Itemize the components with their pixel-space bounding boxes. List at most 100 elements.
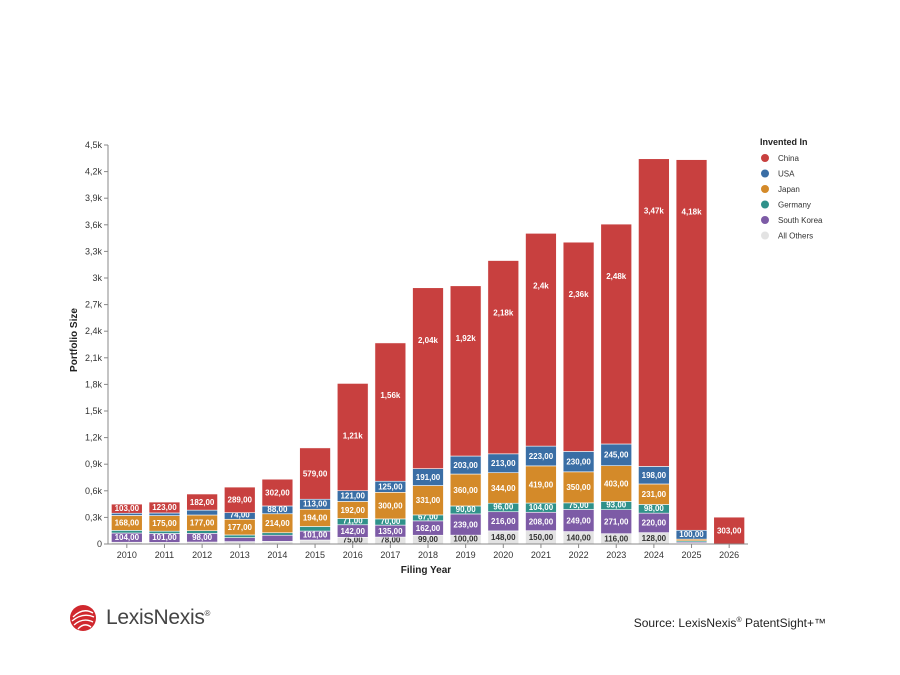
legend-title: Invented In bbox=[760, 137, 808, 147]
data-label: 220,00 bbox=[642, 519, 667, 528]
data-label: 121,00 bbox=[340, 492, 365, 501]
legend-label: Japan bbox=[778, 185, 800, 194]
data-label: 208,00 bbox=[529, 517, 554, 526]
data-label: 213,00 bbox=[491, 459, 516, 468]
legend-swatch bbox=[761, 200, 769, 209]
data-label: 116,00 bbox=[604, 534, 629, 543]
data-label: 2,18k bbox=[493, 309, 514, 318]
bar-segment bbox=[111, 530, 143, 534]
x-tick-label: 2013 bbox=[230, 550, 250, 560]
legend-swatch bbox=[761, 154, 769, 162]
data-label: 1,56k bbox=[380, 391, 401, 400]
x-tick-label: 2022 bbox=[569, 550, 589, 560]
data-label: 90,00 bbox=[456, 505, 477, 514]
y-tick-label: 0 bbox=[97, 539, 102, 549]
data-label: 300,00 bbox=[378, 501, 403, 510]
data-label: 249,00 bbox=[566, 516, 591, 525]
data-label: 142,00 bbox=[340, 527, 365, 536]
data-label: 175,00 bbox=[152, 519, 177, 528]
x-axis: 2010 2011 2012 2013 2014 2015 2016 2017 2018 2019… bbox=[108, 543, 748, 560]
data-label: 302,00 bbox=[265, 488, 290, 497]
y-tick-label: 0,9k bbox=[85, 459, 103, 469]
data-label: 100,00 bbox=[453, 535, 478, 544]
y-tick-label: 2,7k bbox=[85, 300, 103, 310]
y-tick-label: 4,2k bbox=[85, 167, 103, 177]
lexisnexis-logo: LexisNexis® bbox=[68, 603, 210, 633]
data-label: 113,00 bbox=[303, 500, 328, 509]
y-tick-label: 1,2k bbox=[85, 433, 103, 443]
data-label: 135,00 bbox=[378, 527, 403, 536]
x-tick-label: 2020 bbox=[493, 550, 513, 560]
legend-label: South Korea bbox=[778, 216, 823, 225]
bar-segment bbox=[111, 512, 143, 516]
x-tick-label: 2016 bbox=[343, 550, 363, 560]
data-label: 1,21k bbox=[343, 431, 364, 440]
data-label: 123,00 bbox=[152, 503, 177, 512]
bar-segment bbox=[186, 530, 218, 534]
bar-segment bbox=[224, 534, 256, 538]
data-label: 103,00 bbox=[115, 504, 140, 513]
bar-segment bbox=[299, 539, 331, 545]
bar-segment bbox=[412, 485, 444, 516]
y-tick-label: 0,6k bbox=[85, 486, 103, 496]
data-label: 182,00 bbox=[190, 498, 215, 507]
data-label: 140,00 bbox=[566, 534, 591, 543]
data-label: 101,00 bbox=[303, 531, 328, 540]
data-label: 1,92k bbox=[456, 334, 477, 343]
y-tick-label: 3,3k bbox=[85, 246, 103, 256]
data-label: 203,00 bbox=[453, 461, 478, 470]
data-label: 104,00 bbox=[115, 533, 140, 542]
bar-segment bbox=[299, 526, 331, 532]
legend-label: Germany bbox=[778, 201, 811, 210]
y-tick-label: 1,8k bbox=[85, 379, 103, 389]
y-tick-label: 2,1k bbox=[85, 353, 103, 363]
x-tick-label: 2017 bbox=[380, 550, 400, 560]
bar-segment bbox=[562, 241, 595, 452]
data-label: 4,18k bbox=[682, 208, 703, 217]
data-label: 214,00 bbox=[265, 519, 290, 528]
data-label: 289,00 bbox=[228, 496, 253, 505]
bar-segment bbox=[487, 260, 520, 455]
x-tick-label: 2018 bbox=[418, 550, 438, 560]
data-label: 2,36k bbox=[569, 290, 590, 299]
data-label: 98,00 bbox=[192, 533, 213, 542]
data-label: 128,00 bbox=[642, 534, 667, 543]
data-label: 303,00 bbox=[717, 526, 742, 535]
bar-segment bbox=[261, 532, 294, 536]
y-tick-label: 2,4k bbox=[85, 326, 103, 336]
x-axis-title: Filing Year bbox=[401, 565, 451, 576]
bar-segment bbox=[600, 509, 632, 535]
data-label: 96,00 bbox=[493, 503, 514, 512]
bar-segment bbox=[186, 509, 218, 516]
data-label: 70,00 bbox=[380, 517, 401, 526]
data-label: 223,00 bbox=[529, 452, 554, 461]
data-label: 2,04k bbox=[418, 336, 439, 345]
data-label: 419,00 bbox=[529, 480, 554, 489]
data-label: 403,00 bbox=[604, 479, 629, 488]
data-label: 75,00 bbox=[569, 501, 590, 510]
data-label: 150,00 bbox=[529, 533, 554, 542]
y-tick-label: 3k bbox=[92, 273, 102, 283]
x-tick-label: 2012 bbox=[192, 550, 212, 560]
data-label: 104,00 bbox=[529, 503, 554, 512]
data-label: 78,00 bbox=[380, 535, 401, 544]
data-label: 245,00 bbox=[604, 451, 629, 460]
legend-label: USA bbox=[778, 170, 795, 179]
legend-label: China bbox=[778, 154, 799, 163]
data-label: 230,00 bbox=[566, 457, 591, 466]
x-tick-label: 2024 bbox=[644, 550, 664, 560]
data-label: 350,00 bbox=[566, 483, 591, 492]
bar-segment bbox=[261, 478, 294, 507]
legend: Invented In China USA Japan Germany South Ko… bbox=[760, 137, 823, 241]
data-label: 101,00 bbox=[152, 533, 177, 542]
data-label: 579,00 bbox=[303, 469, 328, 478]
bar-segment bbox=[148, 530, 181, 534]
bar-segment bbox=[638, 158, 670, 467]
bar-segment bbox=[374, 342, 407, 482]
legend-label: All Others bbox=[778, 232, 813, 241]
x-tick-label: 2023 bbox=[606, 550, 626, 560]
data-label: 98,00 bbox=[644, 504, 665, 513]
bar-segment bbox=[111, 503, 143, 514]
legend-swatch bbox=[761, 231, 769, 240]
x-tick-label: 2026 bbox=[719, 550, 739, 560]
